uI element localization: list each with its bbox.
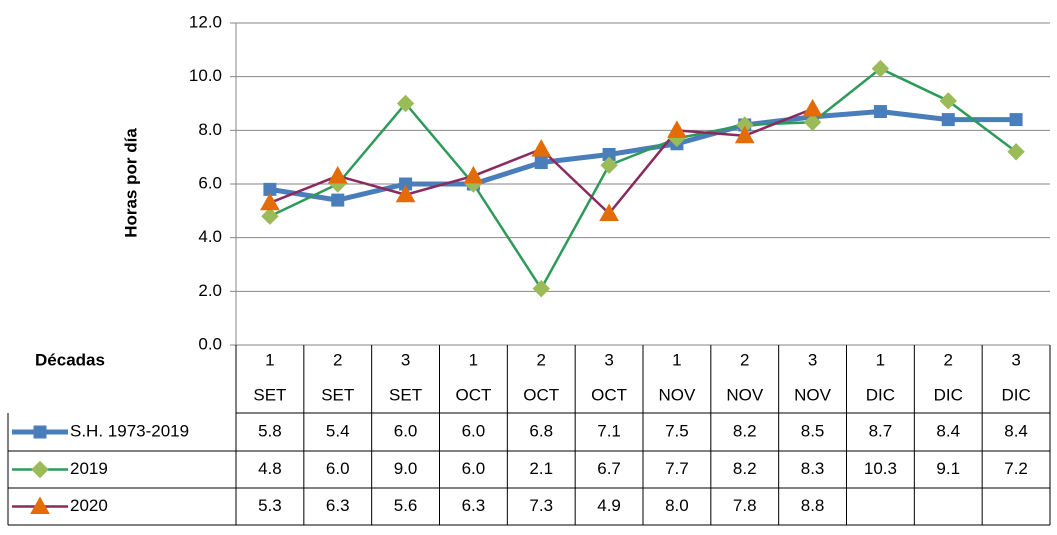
group-label: NOV bbox=[658, 385, 696, 404]
category-label: 1 bbox=[876, 350, 885, 369]
table-value: 8.0 bbox=[665, 496, 689, 515]
marker bbox=[395, 184, 416, 203]
table-value: 8.2 bbox=[733, 421, 757, 440]
y-tick-label: 2.0 bbox=[198, 281, 222, 300]
marker bbox=[600, 156, 618, 174]
legend-label: 2020 bbox=[70, 496, 108, 515]
category-label: 1 bbox=[469, 350, 478, 369]
marker bbox=[734, 125, 755, 144]
y-tick-label: 6.0 bbox=[198, 173, 222, 192]
marker bbox=[260, 192, 280, 211]
marker bbox=[941, 113, 955, 127]
table-value: 6.3 bbox=[326, 496, 350, 515]
group-label: OCT bbox=[523, 385, 559, 404]
category-label: 3 bbox=[808, 350, 817, 369]
legend-marker bbox=[31, 460, 49, 479]
category-label: 2 bbox=[944, 350, 953, 369]
group-label: NOV bbox=[794, 385, 832, 404]
category-label: 2 bbox=[537, 350, 546, 369]
table-value: 5.4 bbox=[326, 421, 350, 440]
y-tick-label: 4.0 bbox=[198, 227, 222, 246]
group-label: OCT bbox=[591, 385, 627, 404]
legend-label: S.H. 1973-2019 bbox=[70, 421, 189, 440]
group-label: DIC bbox=[866, 385, 895, 404]
category-label: 1 bbox=[672, 350, 681, 369]
table-value: 5.6 bbox=[394, 496, 418, 515]
table-value: 8.8 bbox=[801, 496, 825, 515]
table-value: 5.3 bbox=[258, 496, 282, 515]
group-label: SET bbox=[253, 385, 286, 404]
table-value: 2.1 bbox=[529, 459, 553, 478]
table-value: 6.0 bbox=[462, 459, 486, 478]
category-label: 2 bbox=[740, 350, 749, 369]
table-value: 6.0 bbox=[394, 421, 418, 440]
x-axis-label: Décadas bbox=[35, 350, 105, 369]
table-value: 8.7 bbox=[869, 421, 893, 440]
marker bbox=[599, 203, 619, 222]
marker bbox=[532, 279, 550, 298]
group-label: NOV bbox=[726, 385, 764, 404]
marker bbox=[1009, 113, 1023, 127]
table-value: 4.9 bbox=[597, 496, 621, 515]
legend-label: 2019 bbox=[70, 459, 108, 478]
marker bbox=[1007, 143, 1025, 161]
table-value: 7.3 bbox=[529, 496, 553, 515]
table-value: 8.5 bbox=[801, 421, 825, 440]
legend-marker bbox=[33, 425, 47, 439]
table-value: 8.2 bbox=[733, 459, 757, 478]
table-value: 6.3 bbox=[462, 496, 486, 515]
table-value: 6.7 bbox=[597, 459, 621, 478]
marker bbox=[667, 120, 687, 138]
y-tick-label: 8.0 bbox=[198, 120, 222, 139]
marker bbox=[331, 193, 345, 207]
marker bbox=[871, 59, 890, 78]
marker bbox=[463, 165, 484, 184]
table-value: 5.8 bbox=[258, 421, 282, 440]
table-value: 7.7 bbox=[665, 459, 689, 478]
group-label: SET bbox=[321, 385, 354, 404]
y-tick-label: 12.0 bbox=[189, 12, 222, 31]
marker bbox=[534, 156, 548, 170]
table-value: 4.8 bbox=[258, 459, 282, 478]
table-value: 7.5 bbox=[665, 421, 689, 440]
marker bbox=[873, 105, 887, 119]
table-value: 9.1 bbox=[936, 459, 960, 478]
table-value: 10.3 bbox=[864, 459, 897, 478]
marker bbox=[939, 92, 957, 110]
group-label: SET bbox=[389, 385, 422, 404]
group-label: OCT bbox=[455, 385, 491, 404]
table-value: 6.8 bbox=[529, 421, 553, 440]
table-value: 6.0 bbox=[326, 459, 350, 478]
y-tick-label: 0.0 bbox=[198, 334, 222, 353]
table-value: 8.4 bbox=[1004, 421, 1028, 440]
group-label: DIC bbox=[1001, 385, 1030, 404]
category-label: 3 bbox=[401, 350, 410, 369]
category-label: 3 bbox=[1011, 350, 1020, 369]
y-axis-label: Horas por día bbox=[121, 128, 140, 238]
group-label: DIC bbox=[934, 385, 963, 404]
table-value: 8.3 bbox=[801, 459, 825, 478]
series-line bbox=[269, 109, 1017, 203]
legend-marker bbox=[30, 496, 50, 514]
table-value: 7.2 bbox=[1004, 459, 1028, 478]
y-tick-label: 10.0 bbox=[189, 66, 222, 85]
marker bbox=[261, 207, 279, 225]
category-label: 2 bbox=[333, 350, 342, 369]
series-line bbox=[269, 67, 1017, 290]
category-label: 1 bbox=[265, 350, 274, 369]
marker bbox=[803, 113, 822, 131]
category-label: 3 bbox=[604, 350, 613, 369]
table-value: 9.0 bbox=[394, 459, 418, 478]
marker bbox=[396, 94, 415, 113]
table-value: 8.4 bbox=[936, 421, 960, 440]
table-value: 7.8 bbox=[733, 496, 757, 515]
marker bbox=[531, 139, 552, 157]
marker bbox=[327, 165, 348, 184]
table-value: 6.0 bbox=[462, 421, 486, 440]
marker bbox=[802, 98, 823, 117]
table-value: 7.1 bbox=[597, 421, 621, 440]
